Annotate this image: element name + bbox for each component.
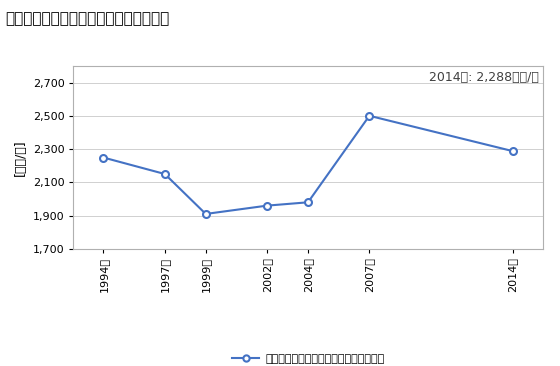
商業の従業者一人当たり年間商品販売額 (100, 155, 107, 160)
商業の従業者一人当たり年間商品販売額 (264, 203, 270, 208)
商業の従業者一人当たり年間商品販売額 (366, 113, 373, 118)
商業の従業者一人当たり年間商品販売額 (305, 200, 311, 205)
Text: 商業の従業者一人当たり年間商品販売額: 商業の従業者一人当たり年間商品販売額 (6, 11, 170, 26)
Text: 2014年: 2,288万円/人: 2014年: 2,288万円/人 (428, 71, 539, 85)
Y-axis label: [万円/人]: [万円/人] (14, 139, 27, 176)
商業の従業者一人当たり年間商品販売額 (202, 212, 209, 216)
Line: 商業の従業者一人当たり年間商品販売額: 商業の従業者一人当たり年間商品販売額 (100, 112, 516, 217)
Legend: 商業の従業者一人当たり年間商品販売額: 商業の従業者一人当たり年間商品販売額 (227, 350, 389, 366)
商業の従業者一人当たり年間商品販売額 (509, 149, 516, 153)
商業の従業者一人当たり年間商品販売額 (161, 172, 168, 176)
